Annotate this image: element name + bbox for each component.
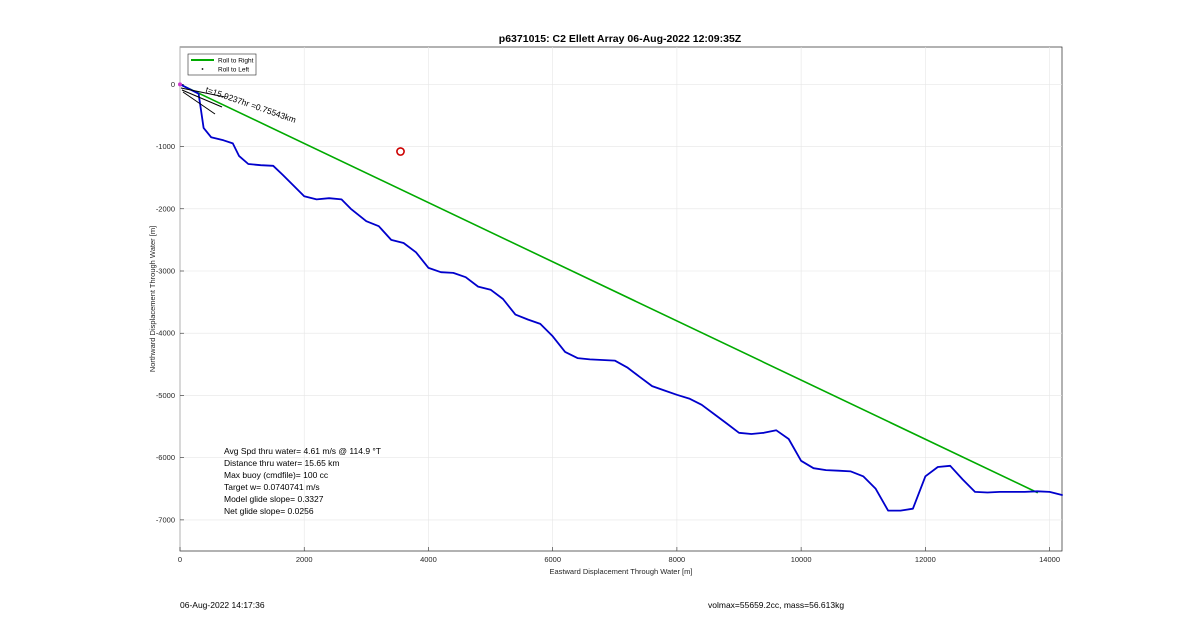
x-tick-label: 0 <box>178 555 182 564</box>
stats-line-6: Net glide slope= 0.0256 <box>224 506 314 516</box>
chart-title: p6371015: C2 Ellett Array 06-Aug-2022 12… <box>499 33 742 45</box>
series-line-track <box>179 83 1063 512</box>
y-tick-label: -5000 <box>156 391 175 400</box>
x-ticks: 0 2000 4000 6000 8000 10000 12000 14000 <box>178 547 1060 564</box>
legend: Roll to Right Roll to Left <box>187 53 257 76</box>
stats-line-3: Max buoy (cmdfile)= 100 cc <box>224 470 329 480</box>
x-tick-label: 2000 <box>296 555 313 564</box>
legend-roll-right: Roll to Right <box>218 58 254 65</box>
y-tick-label: -7000 <box>156 515 175 524</box>
footer-timestamp: 06-Aug-2022 14:17:36 <box>180 600 265 610</box>
stats-line-5: Model glide slope= 0.3327 <box>224 494 324 504</box>
stats-block: Avg Spd thru water= 4.61 m/s @ 114.9 °T … <box>224 446 381 516</box>
x-tick-label: 12000 <box>915 555 936 564</box>
y-tick-label: -4000 <box>156 329 175 338</box>
x-axis-label: Eastward Displacement Through Water [m] <box>550 567 693 576</box>
stats-line-1: Avg Spd thru water= 4.61 m/s @ 114.9 °T <box>224 446 381 456</box>
series-line-roll-to-right <box>179 83 1038 494</box>
x-tick-label: 4000 <box>420 555 437 564</box>
y-tick-label: -3000 <box>156 267 175 276</box>
legend-roll-left: Roll to Left <box>218 67 249 74</box>
start-point-marker <box>178 82 182 87</box>
x-tick-label: 10000 <box>791 555 812 564</box>
y-ticks: 0 -1000 -2000 -3000 -4000 -5000 -6000 -7000 <box>156 80 184 524</box>
x-tick-label: 14000 <box>1039 555 1060 564</box>
start-segments <box>180 87 226 115</box>
stats-line-2: Distance thru water= 15.65 km <box>224 458 340 468</box>
y-tick-label: -1000 <box>156 142 175 151</box>
y-tick-label: -6000 <box>156 453 175 462</box>
target-marker <box>396 147 405 156</box>
marker-layer <box>178 82 405 156</box>
footer-volume-mass: volmax=55659.2cc, mass=56.613kg <box>708 600 845 610</box>
x-tick-label: 8000 <box>669 555 686 564</box>
y-axis-label: Northward Displacement Through Water [m] <box>148 226 157 372</box>
series-layer <box>179 83 1063 512</box>
x-tick-label: 6000 <box>544 555 561 564</box>
y-tick-label: 0 <box>171 80 175 89</box>
plot-area <box>179 46 1063 552</box>
stats-line-4: Target w= 0.0740741 m/s <box>224 482 320 492</box>
legend-swatch-roll-left <box>201 68 204 70</box>
grid <box>179 47 1062 551</box>
y-tick-label: -2000 <box>156 204 175 213</box>
